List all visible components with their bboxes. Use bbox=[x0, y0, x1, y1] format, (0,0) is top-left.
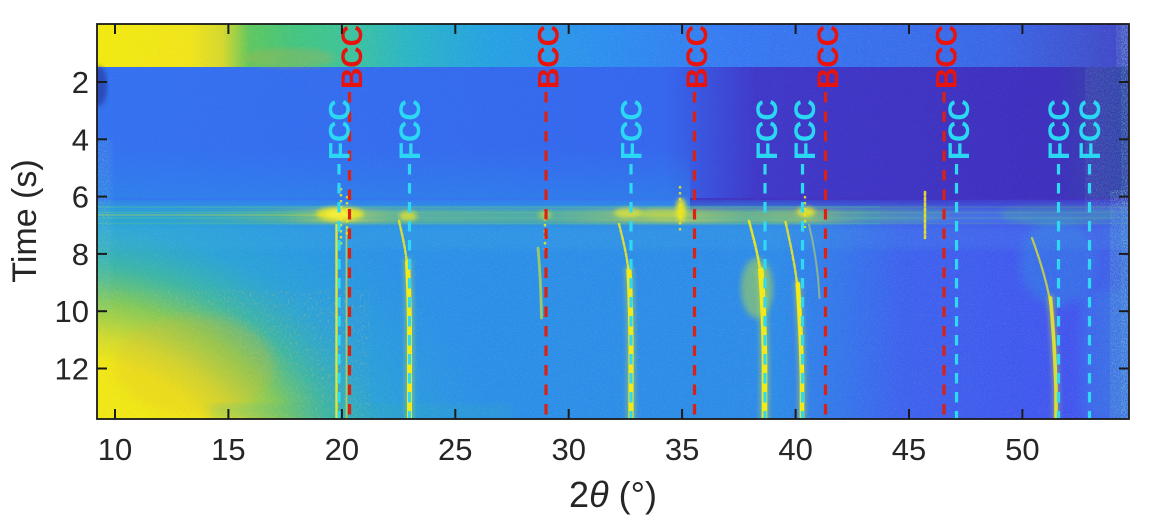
svg-text:2θ (°): 2θ (°) bbox=[569, 474, 657, 515]
svg-text:45: 45 bbox=[892, 432, 926, 467]
svg-text:2: 2 bbox=[72, 65, 89, 100]
svg-text:BCC: BCC bbox=[336, 25, 369, 89]
svg-text:BCC: BCC bbox=[681, 25, 714, 89]
svg-text:12: 12 bbox=[55, 352, 89, 387]
svg-text:25: 25 bbox=[438, 432, 472, 467]
svg-text:20: 20 bbox=[325, 432, 359, 467]
svg-text:15: 15 bbox=[211, 432, 245, 467]
svg-text:10: 10 bbox=[98, 432, 132, 467]
svg-text:FCC: FCC bbox=[943, 99, 976, 160]
svg-text:Time (s): Time (s) bbox=[6, 159, 44, 282]
svg-text:6: 6 bbox=[72, 180, 89, 215]
svg-text:40: 40 bbox=[778, 432, 812, 467]
svg-text:FCC: FCC bbox=[1074, 99, 1107, 160]
svg-text:35: 35 bbox=[665, 432, 699, 467]
svg-text:BCC: BCC bbox=[930, 25, 963, 89]
svg-text:FCC: FCC bbox=[323, 99, 356, 160]
svg-text:FCC: FCC bbox=[394, 99, 427, 160]
svg-text:10: 10 bbox=[55, 294, 89, 329]
svg-text:BCC: BCC bbox=[812, 25, 845, 89]
svg-text:4: 4 bbox=[72, 122, 89, 157]
svg-text:50: 50 bbox=[1005, 432, 1039, 467]
svg-text:FCC: FCC bbox=[615, 99, 648, 160]
svg-text:FCC: FCC bbox=[789, 99, 822, 160]
svg-text:FCC: FCC bbox=[751, 99, 784, 160]
svg-text:FCC: FCC bbox=[1043, 99, 1076, 160]
svg-text:BCC: BCC bbox=[532, 25, 565, 89]
svg-text:8: 8 bbox=[72, 237, 89, 272]
svg-text:30: 30 bbox=[551, 432, 585, 467]
